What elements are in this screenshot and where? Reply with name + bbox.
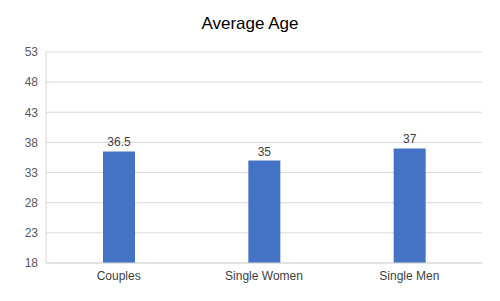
svg-text:53: 53 bbox=[25, 45, 39, 59]
svg-text:48: 48 bbox=[25, 75, 39, 89]
svg-text:23: 23 bbox=[25, 226, 39, 240]
svg-text:Couples: Couples bbox=[97, 269, 141, 283]
svg-text:36.5: 36.5 bbox=[107, 135, 131, 149]
svg-text:Single Women: Single Women bbox=[225, 269, 303, 283]
svg-text:38: 38 bbox=[25, 136, 39, 150]
html-text:Average Age: Average Age bbox=[201, 14, 299, 33]
svg-text:28: 28 bbox=[25, 196, 39, 210]
svg-text:Single Men: Single Men bbox=[379, 269, 439, 283]
svg-text:35: 35 bbox=[258, 145, 272, 159]
svg-text:37: 37 bbox=[403, 132, 417, 146]
svg-text:33: 33 bbox=[25, 166, 39, 180]
svg-text:43: 43 bbox=[25, 106, 39, 120]
svg-text:18: 18 bbox=[25, 256, 39, 270]
